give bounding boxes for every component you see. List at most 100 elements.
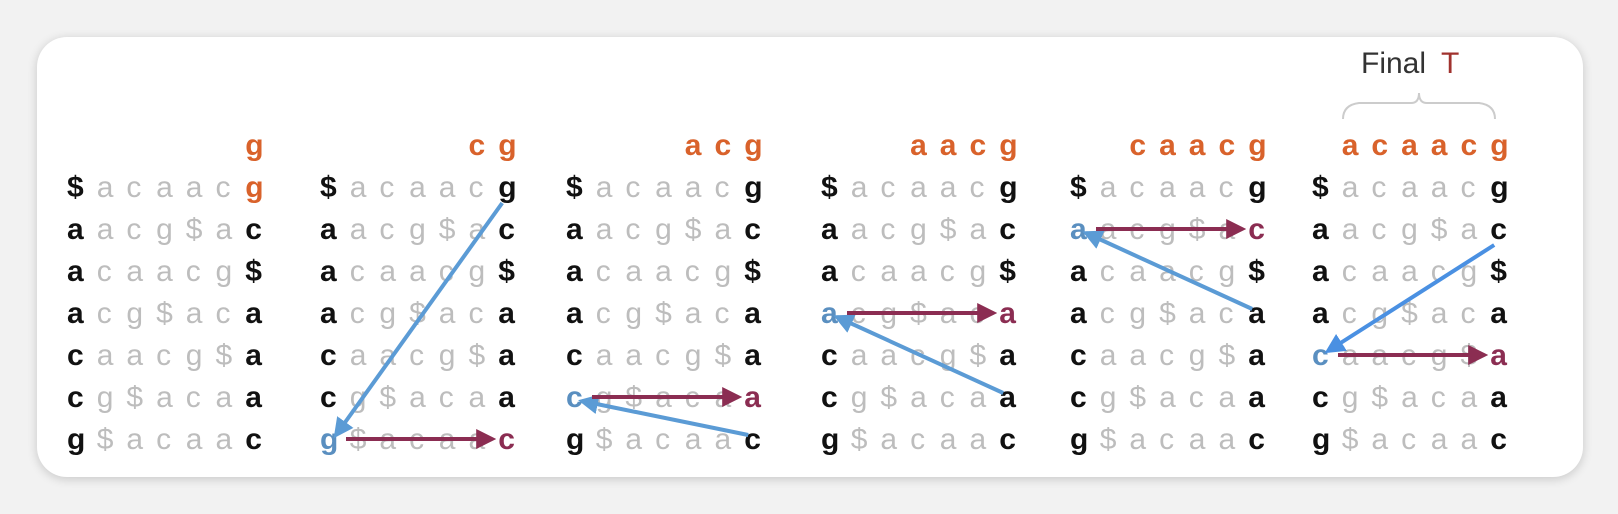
first-column-char: a bbox=[1070, 255, 1087, 288]
last-column-char: a bbox=[498, 381, 515, 414]
matrix-char: g bbox=[156, 213, 173, 246]
matrix-char: a bbox=[851, 213, 868, 246]
first-column-char: c bbox=[1312, 339, 1329, 372]
matrix-char: $ bbox=[1100, 423, 1117, 456]
matrix-char: $ bbox=[1342, 423, 1359, 456]
final-label-letter: T bbox=[1441, 47, 1459, 80]
first-column-char: a bbox=[67, 213, 84, 246]
last-column-char: g bbox=[1248, 171, 1266, 204]
last-column-char: $ bbox=[245, 255, 262, 288]
matrix-char: c bbox=[655, 339, 670, 372]
matrix-char: g bbox=[126, 297, 143, 330]
matrix-char: g bbox=[1219, 255, 1236, 288]
matrix-char: c bbox=[596, 255, 611, 288]
last-column-char: c bbox=[999, 213, 1016, 246]
matrix-char: a bbox=[379, 339, 396, 372]
matrix-char: a bbox=[186, 423, 203, 456]
last-column-char: a bbox=[1248, 297, 1265, 330]
matrix-char: a bbox=[1100, 171, 1117, 204]
last-column-char: c bbox=[1248, 423, 1265, 456]
panel-3: acg$acaacgaacg$acacaacg$acg$acacaacg$acg… bbox=[566, 129, 763, 456]
matrix-char: g bbox=[910, 213, 927, 246]
last-column-char: a bbox=[1490, 297, 1507, 330]
matrix-char: c bbox=[625, 171, 640, 204]
matrix-char: c bbox=[940, 381, 955, 414]
matrix-char: c bbox=[1461, 297, 1476, 330]
last-column-char: a bbox=[1248, 339, 1265, 372]
last-column-char: c bbox=[245, 213, 262, 246]
first-column-char: c bbox=[1312, 381, 1329, 414]
matrix-char: a bbox=[1401, 255, 1418, 288]
header-char: c bbox=[469, 129, 486, 162]
final-label: Final T bbox=[1342, 47, 1496, 120]
first-column-char: $ bbox=[1312, 171, 1329, 204]
first-column-char: c bbox=[1070, 381, 1087, 414]
matrix-char: a bbox=[1342, 213, 1359, 246]
matrix-char: a bbox=[156, 381, 173, 414]
header-char: a bbox=[1401, 129, 1418, 162]
matrix-char: c bbox=[685, 255, 700, 288]
first-column-char: a bbox=[320, 255, 337, 288]
first-column-char: a bbox=[1312, 297, 1329, 330]
first-column-char: a bbox=[1312, 213, 1329, 246]
matrix-char: g bbox=[1401, 213, 1418, 246]
first-column-char: $ bbox=[67, 171, 84, 204]
header-char: c bbox=[715, 129, 732, 162]
last-column-char: c bbox=[1248, 213, 1265, 246]
lf-mapping-arrow bbox=[1082, 230, 1254, 311]
matrix-char: a bbox=[851, 171, 868, 204]
matrix-char: a bbox=[1342, 171, 1359, 204]
matrix-char: c bbox=[1219, 297, 1234, 330]
matrix-char: a bbox=[1431, 171, 1448, 204]
first-column-char: g bbox=[320, 423, 338, 456]
matrix-char: a bbox=[940, 171, 957, 204]
matrix-char: a bbox=[1371, 423, 1388, 456]
matrix-char: $ bbox=[1401, 297, 1418, 330]
first-column-char: c bbox=[67, 381, 84, 414]
header-char: c bbox=[1371, 129, 1388, 162]
matrix-char: c bbox=[1461, 171, 1476, 204]
last-column-char: c bbox=[999, 423, 1016, 456]
first-column-char: a bbox=[67, 255, 84, 288]
last-column-char: g bbox=[1490, 171, 1508, 204]
last-column-char: a bbox=[744, 297, 761, 330]
matrix-char: $ bbox=[1371, 381, 1388, 414]
matrix-char: a bbox=[910, 171, 927, 204]
matrix-char: a bbox=[1189, 297, 1206, 330]
matrix-char: a bbox=[97, 339, 114, 372]
matrix-char: $ bbox=[409, 297, 426, 330]
last-column-char: a bbox=[245, 297, 262, 330]
matrix-char: a bbox=[186, 297, 203, 330]
matrix-char: $ bbox=[1431, 213, 1448, 246]
matrix-char: a bbox=[880, 423, 897, 456]
first-column-char: a bbox=[821, 255, 838, 288]
matrix-char: g bbox=[625, 297, 642, 330]
matrix-char: a bbox=[1189, 423, 1206, 456]
matrix-char: $ bbox=[126, 381, 143, 414]
panel-5: caacg$acaacgaacg$acacaacg$acg$acacaacg$a… bbox=[1070, 129, 1267, 456]
header-char: g bbox=[245, 129, 263, 162]
header-char: a bbox=[1342, 129, 1359, 162]
first-column-char: a bbox=[1070, 213, 1087, 246]
matrix-char: a bbox=[655, 255, 672, 288]
matrix-char: a bbox=[880, 339, 897, 372]
first-column-char: a bbox=[1070, 297, 1087, 330]
matrix-char: g bbox=[715, 255, 732, 288]
matrix-char: a bbox=[625, 339, 642, 372]
matrix-char: c bbox=[715, 297, 730, 330]
matrix-char: a bbox=[1401, 171, 1418, 204]
matrix-char: a bbox=[156, 171, 173, 204]
matrix-char: a bbox=[1129, 339, 1146, 372]
matrix-char: c bbox=[625, 213, 640, 246]
matrix-char: g bbox=[409, 213, 426, 246]
last-column-char: g bbox=[498, 171, 516, 204]
matrix-char: c bbox=[97, 255, 112, 288]
matrix-char: a bbox=[126, 255, 143, 288]
matrix-char: $ bbox=[970, 339, 987, 372]
last-column-char: g bbox=[999, 171, 1017, 204]
matrix-char: c bbox=[1431, 381, 1446, 414]
header-char: g bbox=[744, 129, 762, 162]
first-column-char: a bbox=[566, 213, 583, 246]
matrix-char: c bbox=[1371, 213, 1386, 246]
matrix-char: a bbox=[851, 339, 868, 372]
